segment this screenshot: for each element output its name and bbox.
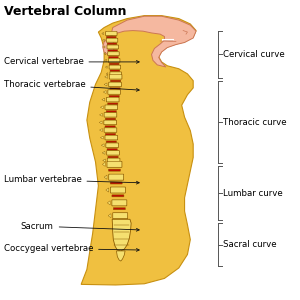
Polygon shape xyxy=(103,39,104,41)
FancyBboxPatch shape xyxy=(105,105,118,110)
FancyBboxPatch shape xyxy=(104,120,116,125)
Polygon shape xyxy=(104,52,106,55)
FancyBboxPatch shape xyxy=(105,133,116,135)
Polygon shape xyxy=(102,152,105,154)
Polygon shape xyxy=(108,214,111,218)
Polygon shape xyxy=(102,162,105,167)
Text: Thoracic vertebrae: Thoracic vertebrae xyxy=(4,80,139,91)
FancyBboxPatch shape xyxy=(110,182,122,184)
FancyBboxPatch shape xyxy=(110,72,122,76)
FancyBboxPatch shape xyxy=(110,70,120,72)
FancyBboxPatch shape xyxy=(108,58,120,62)
Polygon shape xyxy=(103,91,106,94)
FancyBboxPatch shape xyxy=(106,110,116,112)
FancyBboxPatch shape xyxy=(113,208,125,210)
FancyBboxPatch shape xyxy=(104,112,117,117)
FancyBboxPatch shape xyxy=(109,95,119,97)
FancyBboxPatch shape xyxy=(110,187,125,193)
Text: Cervical vertebrae: Cervical vertebrae xyxy=(4,57,139,66)
Polygon shape xyxy=(103,46,105,48)
FancyBboxPatch shape xyxy=(105,135,118,140)
Text: Lumbar vertebrae: Lumbar vertebrae xyxy=(4,176,139,184)
FancyBboxPatch shape xyxy=(113,213,128,219)
FancyBboxPatch shape xyxy=(106,143,118,148)
Polygon shape xyxy=(105,75,108,78)
Text: Sacrum: Sacrum xyxy=(21,222,139,231)
Polygon shape xyxy=(104,175,107,179)
FancyBboxPatch shape xyxy=(106,38,118,42)
FancyBboxPatch shape xyxy=(112,195,124,197)
Polygon shape xyxy=(112,219,131,251)
FancyBboxPatch shape xyxy=(108,90,121,94)
Polygon shape xyxy=(103,159,106,162)
Text: Sacral curve: Sacral curve xyxy=(224,240,277,249)
FancyBboxPatch shape xyxy=(108,52,119,56)
FancyBboxPatch shape xyxy=(109,63,119,65)
Polygon shape xyxy=(99,121,102,124)
Polygon shape xyxy=(106,73,108,75)
Polygon shape xyxy=(101,144,104,147)
FancyBboxPatch shape xyxy=(105,126,115,127)
FancyBboxPatch shape xyxy=(112,200,127,206)
FancyBboxPatch shape xyxy=(107,45,118,49)
Polygon shape xyxy=(100,129,102,131)
Text: Lumbar curve: Lumbar curve xyxy=(224,189,283,198)
FancyBboxPatch shape xyxy=(110,80,121,82)
Polygon shape xyxy=(102,32,103,35)
FancyBboxPatch shape xyxy=(108,50,118,52)
Polygon shape xyxy=(106,188,109,192)
FancyBboxPatch shape xyxy=(110,88,120,89)
Text: Thoracic curve: Thoracic curve xyxy=(224,118,287,127)
Text: Coccygeal vertebrae: Coccygeal vertebrae xyxy=(4,244,139,253)
Text: Vertebral Column: Vertebral Column xyxy=(4,5,126,18)
FancyBboxPatch shape xyxy=(109,75,122,79)
Polygon shape xyxy=(100,113,102,116)
FancyBboxPatch shape xyxy=(104,128,117,132)
FancyBboxPatch shape xyxy=(106,98,119,102)
FancyBboxPatch shape xyxy=(107,43,117,45)
Polygon shape xyxy=(100,136,103,139)
Text: Cervical curve: Cervical curve xyxy=(224,50,285,59)
FancyBboxPatch shape xyxy=(106,36,116,38)
Polygon shape xyxy=(105,66,107,68)
Polygon shape xyxy=(100,106,103,109)
Polygon shape xyxy=(103,16,196,67)
FancyBboxPatch shape xyxy=(107,158,120,163)
FancyBboxPatch shape xyxy=(109,56,118,58)
FancyBboxPatch shape xyxy=(109,174,124,180)
Polygon shape xyxy=(81,16,196,285)
Polygon shape xyxy=(107,201,110,205)
FancyBboxPatch shape xyxy=(107,161,122,167)
FancyBboxPatch shape xyxy=(109,65,121,69)
FancyBboxPatch shape xyxy=(106,141,116,143)
FancyBboxPatch shape xyxy=(109,82,122,87)
Polygon shape xyxy=(105,59,106,61)
FancyBboxPatch shape xyxy=(106,32,117,35)
Polygon shape xyxy=(116,251,125,261)
Polygon shape xyxy=(104,83,107,86)
FancyBboxPatch shape xyxy=(105,118,116,120)
FancyBboxPatch shape xyxy=(108,169,121,171)
FancyBboxPatch shape xyxy=(107,148,117,150)
FancyBboxPatch shape xyxy=(108,156,118,158)
FancyBboxPatch shape xyxy=(108,103,118,105)
FancyBboxPatch shape xyxy=(107,151,119,155)
Polygon shape xyxy=(102,98,105,101)
